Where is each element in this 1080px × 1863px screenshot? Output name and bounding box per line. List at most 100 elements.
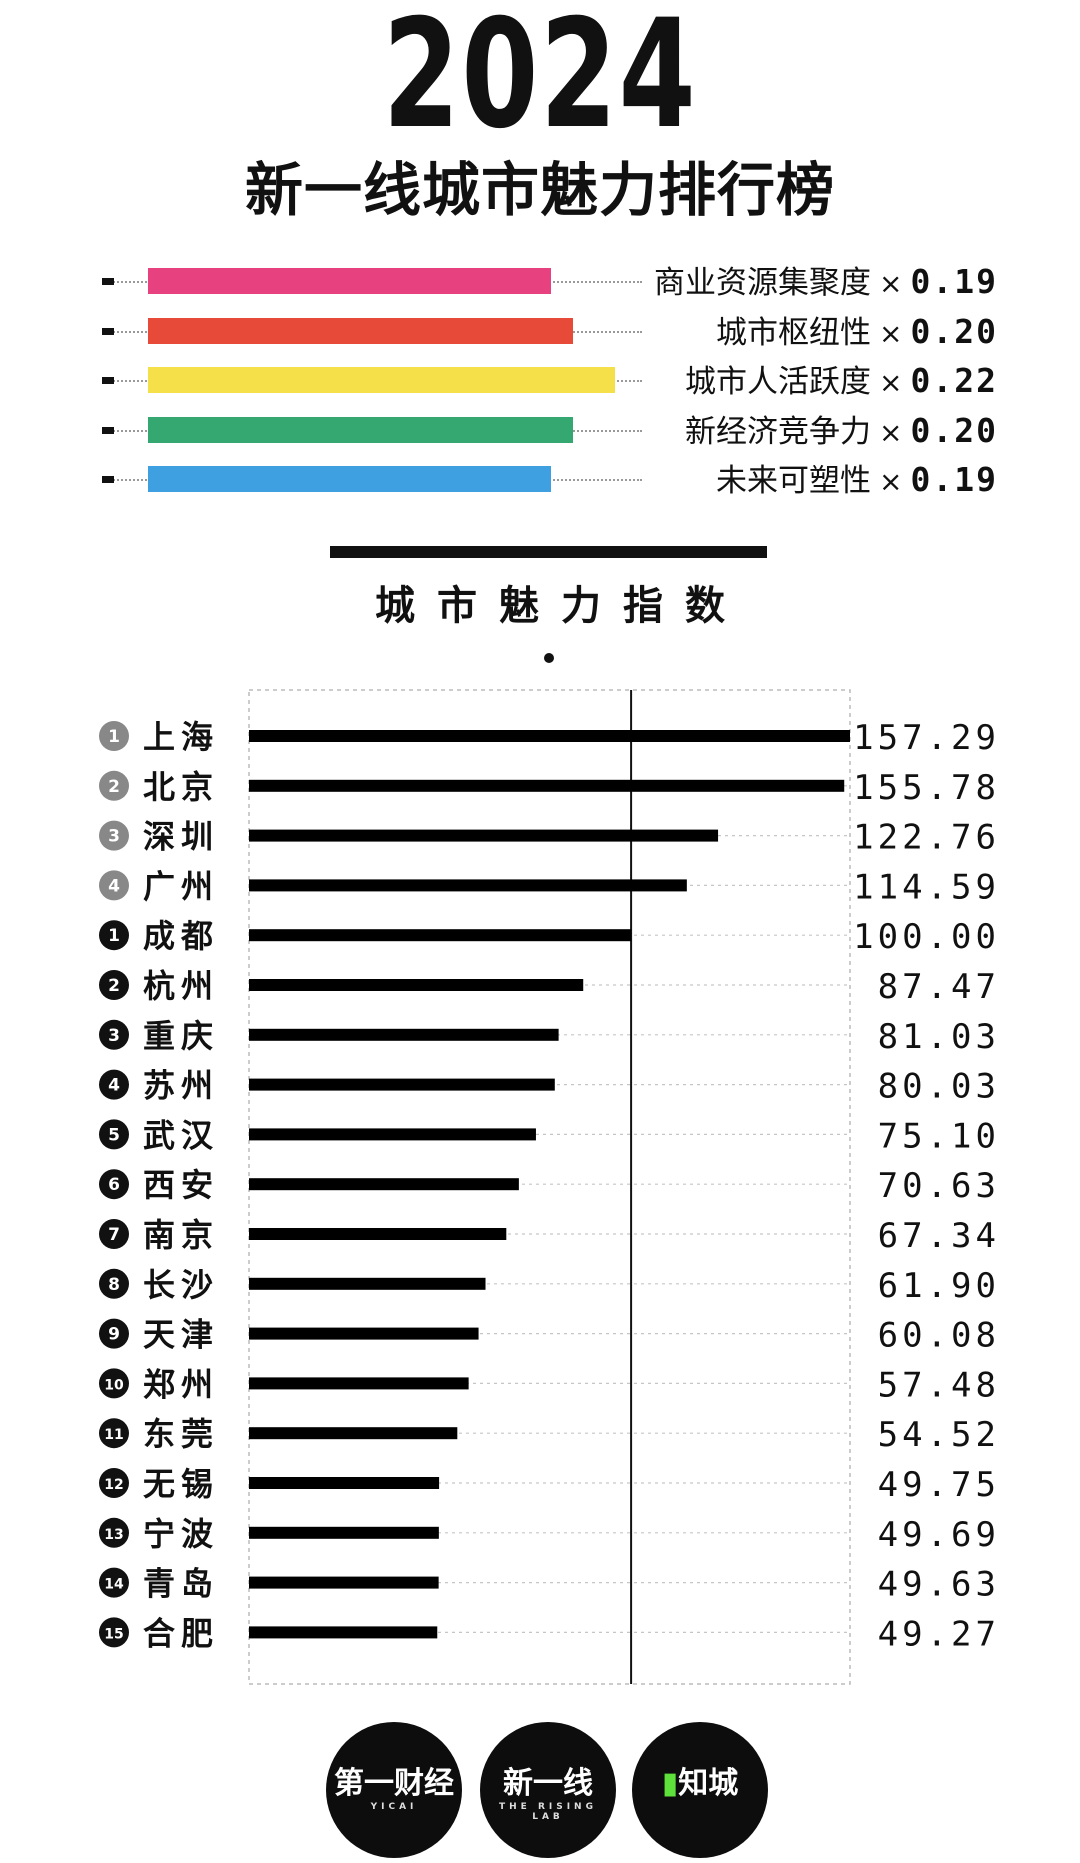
bar <box>249 1477 440 1489</box>
rank-badge <box>99 1567 129 1598</box>
value-label: 81.03 <box>878 1017 1000 1057</box>
weight-row: 未来可塑性 × 0.19 <box>0 460 1080 500</box>
city-label: 北京 <box>143 768 219 806</box>
weight-value: 0.20 <box>910 410 998 450</box>
rank-badge <box>99 1219 129 1249</box>
weight-name: 城市人活跃度 <box>685 364 872 400</box>
weight-bar <box>148 268 551 294</box>
chart-title: 城市魅力指数 <box>375 583 747 629</box>
bar <box>249 1327 479 1340</box>
bar <box>249 1277 486 1290</box>
section-dot <box>544 653 554 663</box>
weight-row: 城市人活跃度 × 0.22 <box>0 361 1080 401</box>
rank-number: 1 <box>108 727 120 747</box>
value-label: 80.03 <box>878 1067 1000 1107</box>
rank-badge <box>99 721 129 751</box>
city-label: 上海 <box>143 718 219 756</box>
city-label: 青岛 <box>143 1565 219 1603</box>
rank-badge <box>99 820 129 851</box>
bar <box>249 1178 519 1191</box>
bullet-dash <box>102 278 114 285</box>
multiply-sign: × <box>879 465 903 498</box>
city-label: 长沙 <box>143 1266 219 1304</box>
rank-badge <box>99 1468 129 1498</box>
value-label: 49.75 <box>878 1465 1000 1505</box>
bullet-dash <box>102 426 114 434</box>
weight-name: 城市枢纽性 <box>716 314 872 351</box>
multiply-sign: × <box>879 267 903 300</box>
rank-number: 7 <box>108 1225 120 1245</box>
rank-number: 4 <box>108 1076 120 1096</box>
value-label: 54.52 <box>878 1415 1000 1455</box>
value-label: 49.27 <box>878 1614 1000 1654</box>
value-label: 87.47 <box>878 967 1000 1007</box>
rank-number: 2 <box>108 976 120 996</box>
city-label: 东莞 <box>143 1415 219 1453</box>
year-title: 2024 <box>382 0 698 162</box>
bar <box>249 1228 507 1240</box>
weight-name: 商业资源集聚度 <box>654 265 872 301</box>
bar <box>249 1128 536 1141</box>
multiply-sign: × <box>879 316 903 350</box>
value-label: 60.08 <box>878 1316 1000 1356</box>
rank-badge <box>99 1169 129 1200</box>
weight-bar <box>148 466 551 492</box>
city-label: 深圳 <box>143 818 219 856</box>
value-label: 49.63 <box>878 1565 1000 1605</box>
rank-badge <box>99 1069 129 1100</box>
rank-number: 11 <box>104 1427 123 1443</box>
rank-number: 4 <box>108 876 120 896</box>
weight-value: 0.19 <box>910 460 998 499</box>
bar <box>249 879 687 892</box>
weight-label: 新经济竞争力 × 0.20 <box>681 410 998 451</box>
value-label: 49.69 <box>878 1515 1000 1555</box>
city-label: 天津 <box>143 1316 219 1354</box>
bullet-dash <box>102 327 114 335</box>
rank-badge <box>99 1617 129 1648</box>
value-label: 114.59 <box>853 867 1000 907</box>
rank-number: 9 <box>108 1325 120 1345</box>
city-label: 合肥 <box>143 1614 219 1652</box>
bar <box>249 1526 439 1539</box>
rank-badge <box>99 920 129 951</box>
brand-zhicheng-logo: ▮知城 <box>632 1722 768 1858</box>
value-label: 75.10 <box>878 1116 1000 1156</box>
plot-frame <box>248 689 851 1685</box>
rank-number: 8 <box>108 1275 120 1295</box>
weight-name: 新经济竞争力 <box>685 413 872 450</box>
weight-bar <box>148 317 573 344</box>
city-label: 南京 <box>143 1216 219 1254</box>
rank-badge <box>99 1517 129 1548</box>
city-label: 郑州 <box>143 1365 219 1403</box>
city-label: 成都 <box>143 917 219 955</box>
rank-badge <box>99 1418 129 1449</box>
weight-label: 城市人活跃度 × 0.22 <box>681 361 998 401</box>
rank-badge <box>99 770 129 801</box>
weight-value: 0.22 <box>910 361 998 400</box>
bar <box>249 1626 438 1639</box>
rank-badge <box>99 1119 129 1150</box>
rank-number: 3 <box>108 1026 120 1046</box>
rank-number: 14 <box>104 1577 124 1593</box>
bar <box>249 1078 555 1091</box>
city-label: 杭州 <box>143 967 219 1005</box>
rank-number: 10 <box>104 1377 124 1393</box>
multiply-sign: × <box>879 415 903 449</box>
bar <box>249 1427 458 1440</box>
bar <box>249 1377 469 1390</box>
value-label: 122.76 <box>853 818 1000 858</box>
weight-name: 未来可塑性 <box>716 463 872 499</box>
value-label: 100.00 <box>853 917 1000 957</box>
rank-badge <box>99 870 129 901</box>
city-label: 武汉 <box>143 1116 219 1154</box>
bar <box>249 1028 559 1041</box>
weight-label: 未来可塑性 × 0.19 <box>712 460 998 500</box>
rank-number: 13 <box>104 1527 123 1543</box>
weight-label: 城市枢纽性 × 0.20 <box>712 311 998 352</box>
rank-badge <box>99 1019 129 1050</box>
value-label: 157.29 <box>853 718 1000 758</box>
value-label: 61.90 <box>878 1266 1000 1306</box>
city-label: 西安 <box>143 1166 219 1204</box>
rank-number: 2 <box>108 777 120 797</box>
city-label: 无锡 <box>143 1465 219 1503</box>
